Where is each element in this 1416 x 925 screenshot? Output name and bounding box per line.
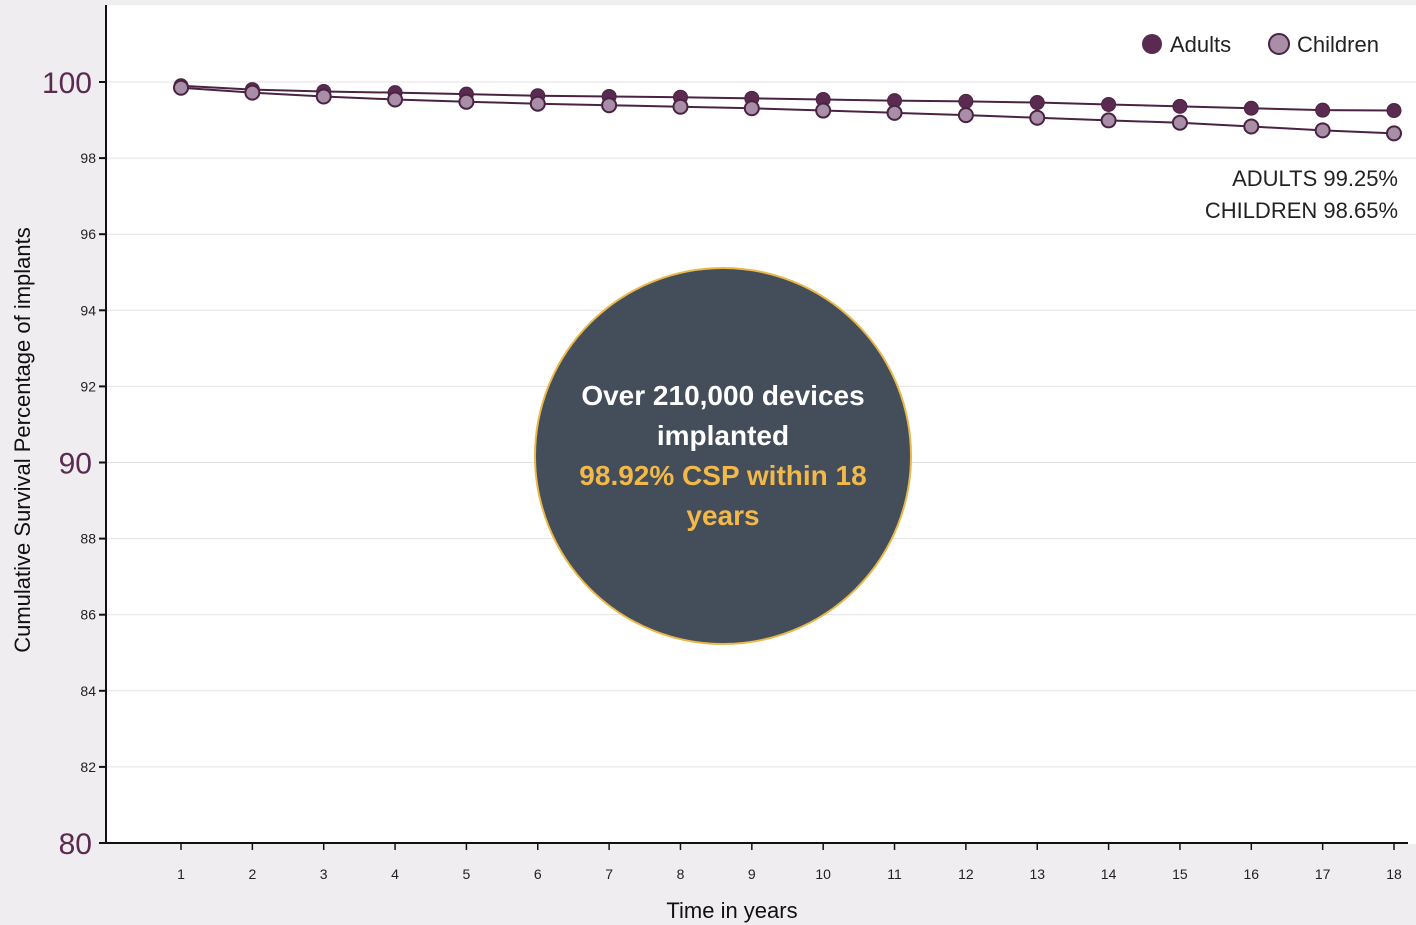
data-point-children [743,100,760,117]
series-line-children [180,86,1395,135]
data-point-adults [1029,95,1045,111]
legend: Adults Children [1142,32,1379,57]
x-tick-label: 1 [177,866,185,882]
x-tick-label: 18 [1386,866,1402,882]
data-point-children [1029,109,1046,126]
data-point-children [672,98,689,115]
x-tick-label: 6 [534,866,542,882]
x-tick-label: 5 [463,866,471,882]
y-tick-label: 92 [80,378,96,394]
data-point-adults [1172,98,1188,114]
series-line-adults [180,84,1395,112]
x-tick-label: 11 [887,866,902,882]
data-point-children [387,91,404,108]
y-tick-label: 100 [42,67,92,100]
legend-marker-children [1268,33,1290,55]
x-tick-label: 8 [677,866,685,882]
data-point-children [957,107,974,124]
data-point-children [173,79,189,96]
callout-circle: Over 210,000 devices implanted 98.92% CS… [534,267,912,645]
data-point-children [529,95,546,112]
y-axis-title: Cumulative Survival Percentage of implan… [10,227,35,653]
data-point-adults [1315,102,1331,118]
data-point-adults [958,93,974,109]
legend-marker-adults [1142,34,1162,54]
x-tick-label: 4 [391,866,399,882]
data-point-children [1171,114,1188,131]
data-point-children [1100,112,1117,129]
data-point-children [244,84,261,101]
data-point-children [815,102,832,119]
legend-label-adults: Adults [1170,32,1231,57]
x-axis-title: Time in years [666,898,797,923]
y-tick-label: 80 [59,828,92,861]
annotation-adults: ADULTS 99.25% [1232,166,1398,191]
y-tick-label: 86 [80,607,96,623]
x-tick-label: 9 [748,866,756,882]
x-tick-label: 12 [958,866,974,882]
y-tick-label: 98 [80,150,96,166]
y-tick-label: 82 [80,759,96,775]
x-tick-label: 2 [248,866,256,882]
data-point-children [1243,118,1260,135]
y-tick-label: 94 [80,302,96,318]
x-tick-label: 15 [1172,866,1188,882]
y-tick-label: 88 [80,531,96,547]
x-tick-label: 7 [605,866,613,882]
x-tick-label: 13 [1029,866,1045,882]
data-point-children [458,93,475,110]
data-point-children [1386,125,1402,142]
data-point-children [1314,122,1331,139]
x-tick-label: 10 [815,866,831,882]
data-point-adults [1243,100,1259,116]
callout-csp-text: 98.92% CSP within 18 years [579,460,867,531]
annotation-children: CHILDREN 98.65% [1205,198,1398,223]
x-tick-label: 17 [1315,866,1331,882]
data-point-children [886,104,903,121]
y-tick-label: 90 [59,448,92,481]
data-point-adults [1101,96,1117,112]
data-point-adults [1386,103,1402,119]
x-tick-label: 14 [1101,866,1117,882]
data-point-children [601,97,618,114]
y-tick-label: 96 [80,226,96,242]
data-point-children [315,88,332,105]
y-tick-label: 84 [80,683,96,699]
x-tick-label: 16 [1244,866,1260,882]
x-tick-label: 3 [320,866,328,882]
legend-label-children: Children [1297,32,1379,57]
callout-devices-text: Over 210,000 devices implanted [581,380,865,451]
